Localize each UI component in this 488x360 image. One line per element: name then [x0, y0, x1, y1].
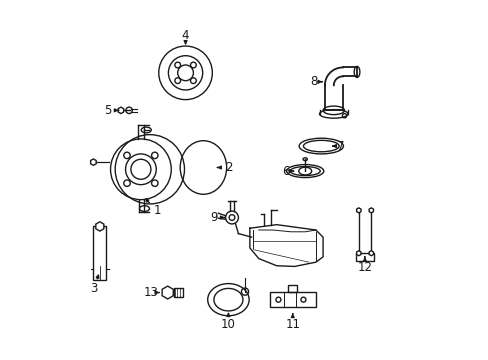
Text: 8: 8 [310, 75, 317, 88]
Polygon shape [368, 251, 373, 256]
Bar [288, 285, 297, 292]
Polygon shape [118, 107, 123, 113]
Text: 7: 7 [337, 140, 344, 153]
Bar [355, 253, 373, 261]
Polygon shape [162, 286, 173, 299]
Text: 1: 1 [153, 204, 161, 217]
Bar [93, 226, 106, 280]
Text: 3: 3 [90, 283, 97, 296]
Bar [174, 288, 183, 297]
Polygon shape [356, 251, 360, 256]
Text: 13: 13 [143, 286, 158, 299]
Text: 5: 5 [104, 104, 111, 117]
Text: 2: 2 [224, 161, 232, 174]
Text: 9: 9 [210, 211, 218, 224]
Polygon shape [90, 159, 96, 165]
Text: 4: 4 [182, 29, 189, 42]
Polygon shape [356, 208, 360, 213]
Polygon shape [96, 222, 103, 231]
Text: 6: 6 [281, 165, 289, 177]
Text: 11: 11 [285, 318, 300, 331]
Bar [269, 292, 315, 307]
Polygon shape [368, 208, 373, 213]
Text: 10: 10 [221, 318, 235, 331]
Text: 12: 12 [357, 261, 372, 274]
